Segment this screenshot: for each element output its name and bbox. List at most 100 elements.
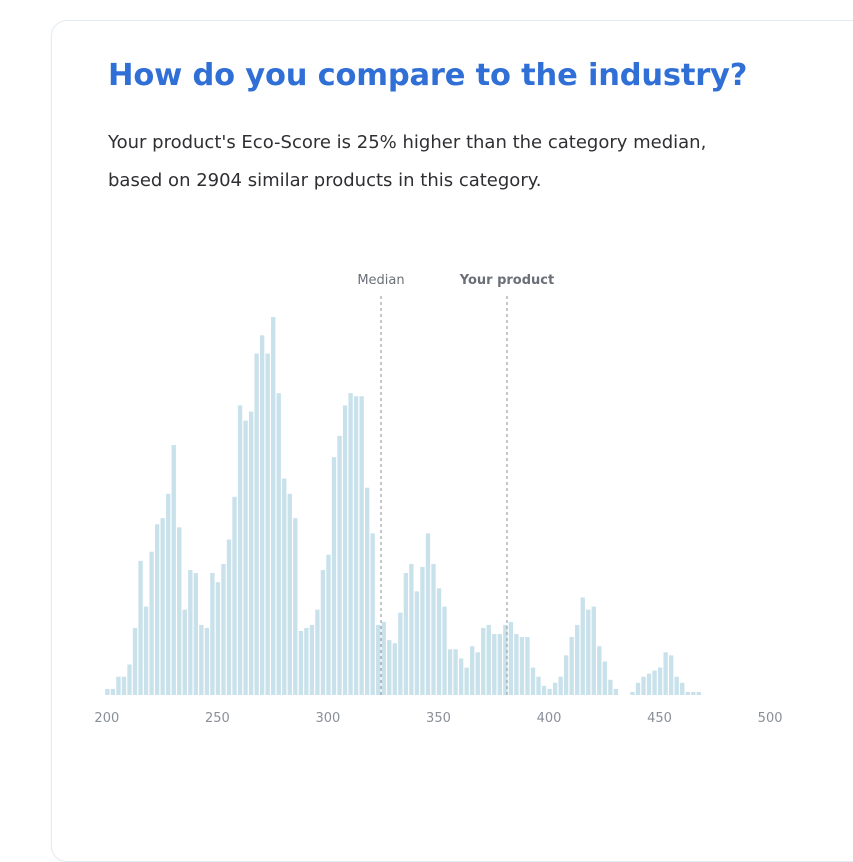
histogram-bar: [580, 597, 585, 695]
histogram-bar: [177, 527, 182, 695]
x-tick-label: 250: [205, 711, 230, 726]
histogram-bar: [431, 563, 436, 695]
histogram-bar: [558, 676, 563, 695]
histogram-bar: [475, 652, 480, 695]
histogram-bar: [149, 551, 154, 695]
x-axis: 200 250 300 350 400 450 500: [94, 711, 782, 726]
histogram-bar: [315, 609, 320, 695]
histogram-bar: [641, 676, 646, 695]
histogram-bar: [304, 627, 309, 695]
histogram-bar: [387, 640, 392, 695]
histogram-bar: [503, 624, 508, 695]
histogram-bar: [669, 655, 674, 695]
marker-label: Median: [357, 273, 404, 288]
histogram-bar: [243, 420, 248, 695]
histogram-bar: [254, 353, 259, 695]
histogram-bar: [376, 624, 381, 695]
histogram-bar: [248, 411, 254, 695]
histogram-bar: [188, 570, 193, 695]
histogram-bar: [166, 493, 171, 695]
histogram-bar: [154, 524, 160, 695]
histogram-bar: [552, 682, 558, 695]
histogram-bar: [287, 493, 292, 695]
histogram-bar: [127, 664, 132, 695]
histogram-bar: [447, 649, 453, 695]
histogram-bar: [271, 317, 276, 695]
histogram-bar: [680, 682, 685, 695]
histogram-bar: [105, 688, 110, 695]
histogram-bars: [105, 317, 701, 695]
histogram-bar: [425, 533, 431, 695]
histogram-bar: [116, 676, 121, 695]
histogram-bar: [486, 624, 491, 695]
histogram-bar: [215, 582, 221, 695]
histogram-bar: [237, 405, 243, 695]
histogram-bar: [602, 661, 607, 695]
histogram-bar: [143, 606, 149, 695]
histogram-bar: [199, 624, 204, 695]
histogram-bar: [530, 667, 536, 695]
histogram-bar: [492, 634, 497, 695]
histogram-bar: [370, 533, 375, 695]
histogram-bar: [436, 588, 442, 695]
histogram-bar: [458, 658, 464, 695]
histogram-bar: [193, 573, 198, 695]
card-title: How do you compare to the industry?: [108, 58, 748, 93]
histogram-bar: [442, 606, 447, 695]
histogram-bar: [508, 621, 514, 695]
histogram-bar: [514, 634, 519, 695]
histogram-bar: [569, 637, 574, 695]
histogram-bar: [525, 637, 530, 695]
histogram-bar: [138, 560, 143, 695]
x-tick-label: 450: [647, 711, 672, 726]
histogram-bar: [298, 630, 304, 695]
histogram-bar: [630, 691, 635, 695]
histogram-bar: [586, 609, 591, 695]
histogram-bar: [381, 621, 386, 695]
histogram-bar: [652, 670, 657, 695]
x-tick-label: 350: [426, 711, 451, 726]
histogram-bar: [563, 655, 569, 695]
x-tick-label: 200: [94, 711, 119, 726]
histogram-bar: [403, 573, 409, 695]
histogram-bar: [464, 667, 469, 695]
histogram-bar: [470, 646, 475, 695]
histogram-bar: [182, 609, 187, 695]
histogram-bar: [265, 353, 270, 695]
histogram-bar: [696, 691, 701, 695]
card-subtitle: Your product's Eco-Score is 25% higher t…: [108, 132, 707, 191]
histogram-bar: [635, 682, 641, 695]
histogram-bar: [591, 606, 596, 695]
histogram-bar: [204, 627, 210, 695]
histogram-bar: [353, 396, 359, 695]
histogram-bar: [541, 685, 547, 695]
histogram-bar: [646, 673, 652, 695]
histogram-bar: [597, 646, 602, 695]
histogram-bar: [365, 487, 370, 695]
histogram-bar: [691, 691, 696, 695]
histogram-bar: [398, 612, 403, 695]
histogram-bar: [657, 667, 663, 695]
histogram-bar: [453, 649, 458, 695]
histogram-bar: [320, 570, 326, 695]
histogram-bar: [575, 624, 580, 695]
histogram-bar: [409, 563, 414, 695]
histogram-bar: [536, 676, 541, 695]
histogram-bar: [420, 566, 425, 695]
histogram-bar: [519, 637, 525, 695]
histogram-bar: [674, 676, 679, 695]
comparison-card: [51, 20, 853, 862]
histogram-bar: [110, 688, 116, 695]
histogram-bar: [481, 627, 486, 695]
histogram-bar: [348, 393, 353, 695]
histogram-bar: [282, 478, 287, 695]
histogram-bar: [663, 652, 668, 695]
histogram-bar: [259, 335, 265, 695]
histogram-bar: [226, 539, 232, 695]
histogram-bar: [331, 457, 337, 695]
histogram-bar: [359, 396, 364, 695]
eco-score-histogram: Median Your product 200 250 300 350 400 450 500: [94, 273, 782, 726]
histogram-bar: [132, 627, 138, 695]
histogram-bar: [276, 393, 281, 695]
histogram-bar: [210, 573, 215, 695]
